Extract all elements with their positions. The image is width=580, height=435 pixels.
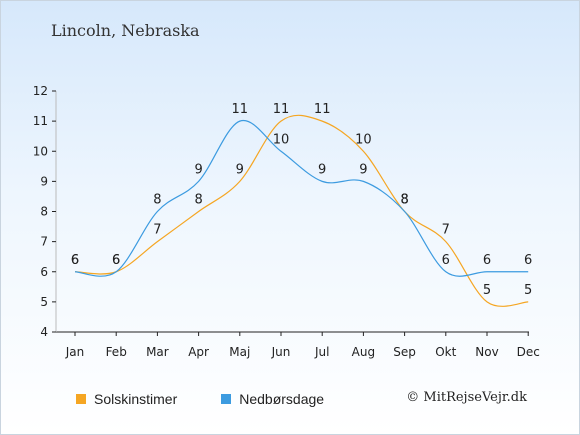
legend-label-sun: Solskinstimer bbox=[94, 391, 178, 407]
x-tick-label: Nov bbox=[475, 345, 498, 359]
legend-swatch-sun bbox=[76, 394, 86, 404]
legend: Solskinstimer Nedbørsdage bbox=[76, 390, 324, 408]
data-label-sun: 5 bbox=[524, 283, 532, 298]
data-label-rain: 9 bbox=[194, 162, 202, 177]
data-label-sun: 7 bbox=[442, 223, 450, 238]
x-tick-label: Jul bbox=[314, 345, 329, 359]
data-label-sun: 6 bbox=[71, 253, 79, 268]
y-tick-label: 8 bbox=[40, 205, 48, 219]
legend-item-rain: Nedbørsdage bbox=[221, 390, 324, 408]
data-label-sun: 6 bbox=[112, 253, 120, 268]
legend-swatch-rain bbox=[221, 394, 232, 404]
y-tick-label: 10 bbox=[33, 144, 48, 158]
data-label-rain: 6 bbox=[524, 253, 532, 268]
legend-item-sun: Solskinstimer bbox=[76, 390, 177, 408]
y-tick-label: 6 bbox=[40, 265, 48, 279]
data-label-rain: 6 bbox=[112, 253, 120, 268]
y-tick-label: 9 bbox=[40, 174, 48, 188]
data-label-rain: 8 bbox=[400, 193, 408, 208]
credit-text: © MitRejseVejr.dk bbox=[406, 390, 527, 405]
data-label-sun: 7 bbox=[153, 223, 161, 238]
legend-label-rain: Nedbørsdage bbox=[239, 391, 325, 407]
x-tick-label: Jun bbox=[271, 345, 291, 359]
data-label-sun: 10 bbox=[355, 132, 372, 147]
x-tick-label: Jan bbox=[65, 345, 85, 359]
data-label-rain: 6 bbox=[71, 253, 79, 268]
data-label-sun: 8 bbox=[194, 193, 202, 208]
data-label-rain: 6 bbox=[442, 253, 450, 268]
data-label-sun: 8 bbox=[400, 193, 408, 208]
series-line-rain bbox=[74, 119, 529, 277]
line-chart: 4 5 6 7 8 9 10 11 12 Jan Feb Mar Apr Maj Jun Jul Aug Sep O… bbox=[33, 84, 540, 359]
data-label-rain: 10 bbox=[273, 132, 290, 147]
data-label-rain: 8 bbox=[153, 193, 161, 208]
x-tick-label: Feb bbox=[106, 345, 127, 359]
data-label-rain: 6 bbox=[483, 253, 491, 268]
x-tick-label: Dec bbox=[517, 345, 540, 359]
chart-title: Lincoln, Nebraska bbox=[51, 21, 200, 40]
data-label-sun: 11 bbox=[314, 102, 331, 117]
x-tick-label: Aug bbox=[352, 345, 375, 359]
series-line-sun bbox=[74, 114, 529, 307]
data-label-rain: 11 bbox=[232, 102, 249, 117]
y-tick-label: 11 bbox=[33, 114, 48, 128]
data-label-sun: 5 bbox=[483, 283, 491, 298]
x-tick-label: Apr bbox=[188, 345, 209, 359]
y-tick-label: 7 bbox=[40, 235, 48, 249]
x-tick-label: Okt bbox=[435, 345, 456, 359]
data-label-rain: 9 bbox=[359, 162, 367, 177]
y-tick-label: 12 bbox=[33, 84, 48, 98]
y-tick-label: 4 bbox=[40, 325, 48, 339]
data-label-sun: 11 bbox=[273, 102, 290, 117]
data-label-sun: 9 bbox=[236, 162, 244, 177]
y-tick-label: 5 bbox=[40, 295, 48, 309]
data-label-rain: 9 bbox=[318, 162, 326, 177]
x-tick-label: Maj bbox=[229, 345, 250, 359]
x-tick-label: Sep bbox=[393, 345, 416, 359]
x-tick-label: Mar bbox=[146, 345, 169, 359]
